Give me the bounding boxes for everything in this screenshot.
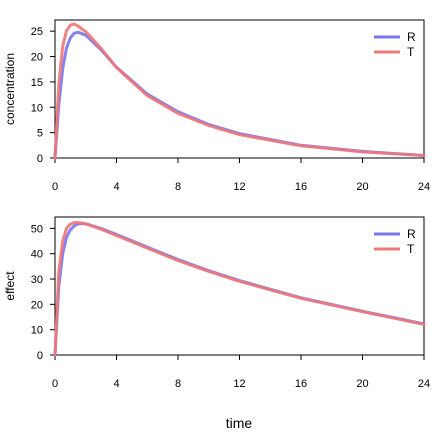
x-tick-label: 24: [418, 181, 430, 193]
x-axis-label: time: [226, 415, 253, 431]
x-tick-label: 20: [356, 378, 368, 390]
series-line-R: [53, 30, 426, 160]
series-line-R: [53, 222, 426, 357]
x-tick-label: 24: [418, 378, 430, 390]
y-tick-label: 5: [37, 128, 43, 140]
x-tick-label: 20: [356, 181, 368, 193]
legend: RT: [374, 227, 416, 256]
x-tick-label: 0: [52, 378, 58, 390]
x-tick-label: 8: [175, 181, 181, 193]
y-tick-label: 15: [31, 77, 43, 89]
y-tick-label: 40: [31, 249, 43, 261]
series-line-T: [53, 221, 426, 357]
legend-label-R: R: [407, 30, 416, 44]
x-tick-label: 12: [233, 181, 245, 193]
x-tick-label: 8: [175, 378, 181, 390]
legend: RT: [374, 30, 416, 59]
y-tick-label: 25: [31, 26, 43, 38]
y-tick-label: 0: [37, 350, 43, 362]
y-tick-label: 20: [31, 299, 43, 311]
y-tick-label: 30: [31, 274, 43, 286]
x-tick-label: 0: [52, 181, 58, 193]
x-tick-label: 4: [113, 378, 119, 390]
y-tick-label: 10: [31, 102, 43, 114]
x-tick-label: 16: [295, 378, 307, 390]
y-tick-label: 50: [31, 223, 43, 235]
y-tick-label: 10: [31, 325, 43, 337]
chart-panel-2: 0 10 20 30 40 50 0 4 8 12 16 20 24 effect RT: [3, 216, 430, 390]
x-tick-label: 4: [113, 181, 119, 193]
y-tick-label: 20: [31, 52, 43, 64]
legend-label-T: T: [407, 242, 415, 256]
plot-frame: [54, 19, 425, 159]
legend-label-R: R: [407, 227, 416, 241]
series-line-T: [53, 22, 426, 160]
x-tick-label: 16: [295, 181, 307, 193]
y-axis-label: effect: [3, 271, 17, 301]
chart-panel-1: 0 5 10 15 20 25 0 4 8 12 16 20 24 concentration RT: [3, 19, 430, 193]
plot-frame: [54, 216, 425, 356]
legend-label-T: T: [407, 45, 415, 59]
y-tick-label: 0: [37, 153, 43, 165]
y-axis-label: concentration: [3, 53, 17, 125]
x-tick-label: 12: [233, 378, 245, 390]
